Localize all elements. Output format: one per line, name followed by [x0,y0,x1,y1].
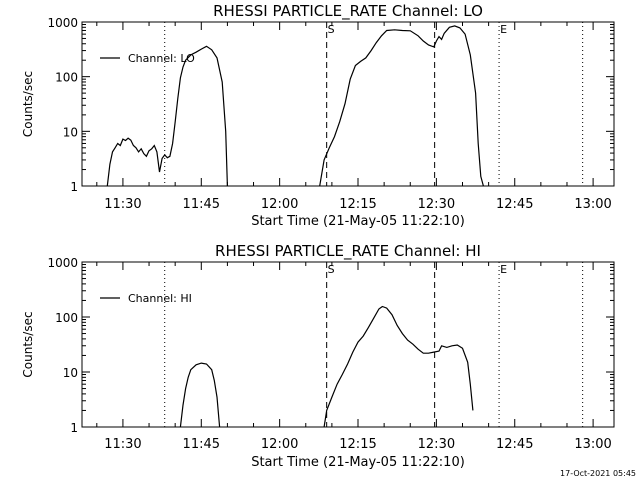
panel-1-y-tick-label: 1000 [47,16,78,30]
panel-1-x-tick-label: 12:45 [496,197,533,212]
panel-1-marker-label: S [328,23,335,36]
panel-2-plot-frame [81,261,615,428]
panel-2-legend-label: Channel: HI [128,292,192,305]
panel-2-x-tick-label: 12:15 [339,437,376,452]
panel-2-series-line [323,305,474,428]
panel-2-x-axis-label: Start Time (21-May-05 11:22:10) [251,455,465,470]
panel-2-y-tick-label: 10 [63,366,78,380]
panel-1-series-line [319,25,484,187]
panel-2-marker-label: S [328,263,335,276]
panel-1-y-tick-label: 100 [55,71,78,85]
panel-1-legend-label: Channel: LO [128,52,195,65]
panel-1-x-tick-label: 12:30 [418,197,455,212]
panel-1-marker-label: E [500,23,507,36]
panel-2-y-tick-label: 1000 [47,256,78,270]
panel-2-series-line [179,362,221,428]
panel-2-x-tick-label: 12:30 [418,437,455,452]
panel-1-x-tick-label: 12:15 [339,197,376,212]
panel-1-x-tick-label: 11:45 [183,197,220,212]
panel-1-series-line [106,45,228,187]
panel-1-plot-frame [81,21,615,187]
panel-2-y-tick-label: 100 [55,311,78,325]
panel-1-chart-title: RHESSI PARTICLE_RATE Channel: LO [213,2,483,21]
panel-1-x-tick-label: 11:30 [104,197,141,212]
panel-2-x-tick-label: 12:00 [261,437,298,452]
panel-2-x-tick-label: 12:45 [496,437,533,452]
panel-2-x-tick-label: 11:30 [104,437,141,452]
panel-1-y-tick-label: 10 [63,125,78,139]
panel-1-y-tick-label: 1 [70,180,78,194]
panel-1-x-tick-label: 13:00 [574,197,611,212]
panel-1-x-axis-label: Start Time (21-May-05 11:22:10) [251,214,465,229]
panel-2-y-axis-label: Counts/sec [21,311,35,377]
panel-2-x-tick-label: 11:45 [183,437,220,452]
footer-timestamp: 17-Oct-2021 05:45 [560,469,636,478]
panel-1-x-tick-label: 12:00 [261,197,298,212]
panel-2-x-tick-label: 13:00 [574,437,611,452]
panel-2-chart-title: RHESSI PARTICLE_RATE Channel: HI [215,242,481,261]
panel-2-marker-label: E [500,263,507,276]
panel-1-y-axis-label: Counts/sec [21,71,35,137]
panel-2-y-tick-label: 1 [70,421,78,435]
